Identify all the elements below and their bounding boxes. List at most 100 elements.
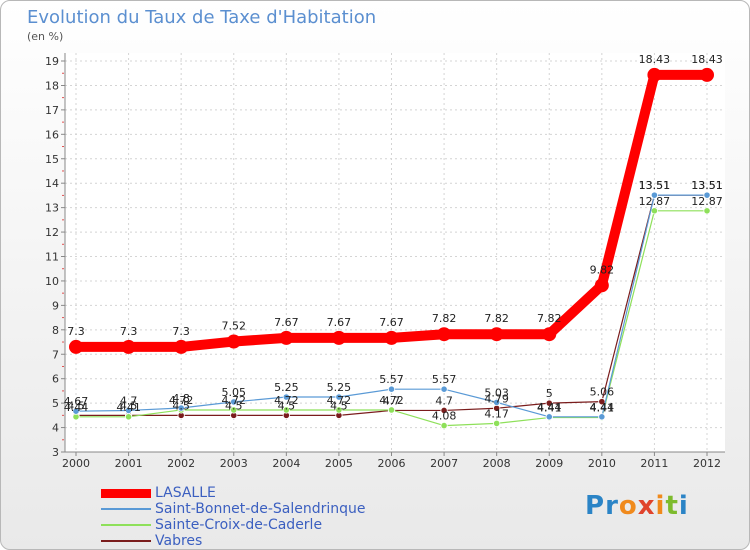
y-tick-label: 6 (52, 373, 59, 386)
data-label: 13.51 (639, 179, 671, 192)
data-label: 13.51 (691, 179, 723, 192)
y-tick-label: 9 (52, 299, 59, 312)
x-tick-label: 2002 (167, 457, 195, 470)
y-tick-label: 15 (45, 153, 59, 166)
data-point (121, 339, 136, 354)
data-point (69, 339, 83, 354)
data-label: 7.82 (537, 312, 562, 325)
x-tick-label: 2012 (693, 457, 721, 470)
x-tick-label: 2007 (430, 457, 458, 470)
legend-swatch (101, 524, 151, 526)
x-tick-label: 2006 (378, 457, 406, 470)
chart-title: Evolution du Taux de Taxe d'Habitation (27, 7, 377, 28)
logo-letter: r (605, 491, 619, 521)
data-label: 5.25 (274, 381, 299, 394)
data-label: 4.7 (383, 394, 401, 407)
legend-item: Vabres (101, 533, 366, 549)
chart-legend: LASALLE Saint-Bonnet-de-Salendrinque Saint… (101, 485, 366, 549)
y-tick-label: 13 (45, 202, 59, 215)
x-tick-label: 2010 (588, 457, 616, 470)
data-point (493, 419, 501, 428)
proxiti-logo: Proxiti (585, 491, 689, 521)
data-label: 5.05 (222, 386, 247, 399)
data-point (387, 406, 396, 414)
data-label: 4.72 (327, 394, 352, 407)
data-point (440, 385, 448, 393)
data-point (282, 393, 290, 401)
data-label: 4.72 (379, 394, 404, 407)
data-label: 4.5 (330, 399, 348, 412)
data-label: 4.44 (537, 401, 562, 414)
data-label: 4.67 (64, 395, 89, 408)
y-tick-label: 10 (45, 275, 59, 288)
logo-letter: P (585, 491, 606, 521)
y-tick-label: 5 (52, 397, 59, 410)
data-label: 4.44 (590, 401, 615, 414)
legend-swatch (101, 488, 151, 498)
logo-letter: x (637, 491, 656, 521)
x-tick-label: 2000 (62, 457, 90, 470)
legend-item: Sainte-Croix-de-Caderle (101, 517, 366, 533)
data-point (230, 406, 238, 414)
logo-letter: i (678, 491, 689, 521)
x-tick-label: 2008 (483, 457, 511, 470)
data-label: 4.17 (484, 407, 509, 420)
data-point (226, 334, 241, 349)
data-label: 9.82 (590, 263, 615, 276)
y-tick-label: 14 (45, 177, 59, 190)
data-point (594, 278, 609, 293)
logo-letter: t (665, 491, 679, 521)
data-label: 7.82 (432, 312, 457, 325)
data-label: 4.72 (169, 394, 194, 407)
data-point (124, 413, 133, 421)
y-tick-label: 16 (45, 128, 59, 141)
logo-letter: o (618, 491, 638, 521)
data-label: 4.5 (120, 399, 138, 412)
data-point (335, 406, 343, 414)
data-point (542, 327, 557, 342)
data-label: 4.72 (274, 394, 299, 407)
data-point (545, 413, 553, 421)
data-label: 18.43 (691, 53, 723, 66)
data-label: 4.44 (64, 401, 89, 414)
data-point (650, 207, 659, 215)
data-point (703, 191, 711, 199)
legend-swatch (101, 508, 151, 510)
data-point (650, 191, 659, 199)
data-point (174, 339, 189, 354)
data-label: 7.3 (172, 325, 190, 338)
data-point (282, 406, 290, 414)
y-tick-label: 17 (45, 104, 59, 117)
x-tick-label: 2004 (272, 457, 300, 470)
data-point (700, 67, 714, 82)
data-label: 4.7 (435, 394, 453, 407)
data-label: 5.57 (379, 373, 404, 386)
data-label: 4.5 (172, 399, 190, 412)
data-label: 7.3 (120, 325, 138, 338)
y-tick-label: 4 (52, 422, 59, 435)
data-label: 4.5 (278, 399, 296, 412)
data-label: 4.41 (537, 402, 562, 415)
data-point (703, 207, 711, 215)
legend-item: LASALLE (101, 485, 366, 501)
y-tick-label: 12 (45, 226, 59, 239)
legend-label: Saint-Bonnet-de-Salendrinque (155, 501, 366, 517)
x-tick-label: 2001 (115, 457, 143, 470)
data-label: 13.51 (639, 179, 671, 192)
data-point (437, 327, 452, 342)
data-point (440, 422, 448, 430)
y-tick-label: 7 (52, 348, 59, 361)
data-point (387, 385, 396, 393)
y-tick-label: 19 (45, 55, 59, 68)
data-point (647, 67, 662, 82)
y-tick-label: 3 (52, 446, 59, 459)
data-label: 7.67 (379, 316, 404, 329)
data-label: 5.25 (327, 381, 352, 394)
data-label: 5.06 (590, 386, 615, 399)
data-label: 4.08 (432, 410, 457, 423)
data-label: 7.52 (222, 320, 247, 333)
data-label: 5.57 (432, 373, 457, 386)
data-point (279, 330, 294, 345)
